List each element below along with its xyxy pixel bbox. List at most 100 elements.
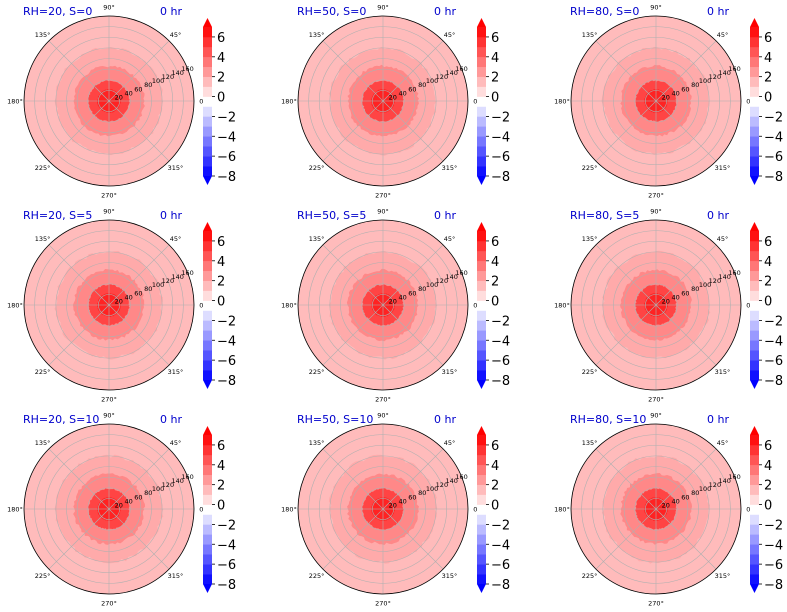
- polar-panel: RH=20, S=50 hr0°45°90°135°180°225°270°31…: [7, 208, 236, 404]
- angle-tick-label: 90°: [103, 4, 115, 12]
- colorbar-segment: [203, 524, 212, 535]
- colorbar-segment: [203, 290, 212, 301]
- polar-panel: RH=20, S=100 hr0°45°90°135°180°225°270°3…: [7, 412, 236, 608]
- colorbar-segment: [203, 156, 212, 167]
- colorbar-segment: [477, 300, 486, 311]
- colorbar-tick-label: 0: [217, 91, 225, 106]
- angle-tick-label: 225°: [582, 572, 598, 580]
- polar-frame: [570, 219, 742, 391]
- radial-tick-label: 20: [389, 93, 397, 101]
- angle-tick-label: 225°: [582, 164, 598, 172]
- angle-tick-label: 270°: [648, 192, 664, 200]
- panel-title: RH=20, S=0: [23, 5, 92, 18]
- colorbar-segment: [477, 260, 486, 272]
- angular-grid-line: [655, 508, 717, 570]
- colorbar-extend-min: [750, 176, 759, 185]
- colorbar-extend-max: [750, 222, 759, 231]
- colorbar-segment: [203, 494, 212, 505]
- colorbar-tick-label: 2: [217, 479, 225, 494]
- colorbar-segment: [203, 484, 212, 495]
- angle-tick-label: 45°: [170, 439, 182, 447]
- angular-grid-line: [322, 40, 384, 102]
- angle-tick-label: 90°: [650, 4, 662, 12]
- radial-tick-label: 40: [398, 293, 406, 301]
- angular-grid-line: [382, 304, 444, 366]
- colorbar-extend-min: [750, 584, 759, 593]
- colorbar-tick-label: −8: [217, 170, 236, 185]
- angle-tick-label: 270°: [648, 600, 664, 608]
- colorbar-segment: [750, 350, 759, 361]
- angular-grid-line: [382, 100, 444, 162]
- colorbar-extend-min: [477, 176, 486, 185]
- angular-grid-line: [595, 448, 657, 510]
- colorbar-segment: [477, 231, 486, 242]
- colorbar-segment: [750, 474, 759, 485]
- angular-grid-line: [108, 304, 170, 366]
- colorbar-segment: [203, 330, 212, 341]
- colorbar-tick-label: −6: [764, 150, 783, 165]
- angular-grid-line: [48, 304, 110, 366]
- colorbar-tick-label: 2: [764, 479, 772, 494]
- angle-tick-label: 270°: [101, 192, 117, 200]
- colorbar-segment: [477, 86, 486, 97]
- colorbar-segment: [203, 146, 212, 157]
- colorbar-segment: [750, 340, 759, 351]
- colorbar-tick-label: −4: [491, 130, 510, 145]
- panel-title: RH=20, S=5: [23, 209, 92, 222]
- colorbar-tick-label: −6: [764, 558, 783, 573]
- angle-tick-label: 135°: [35, 439, 51, 447]
- angle-tick-label: 315°: [715, 368, 731, 376]
- angular-grid-line: [382, 508, 444, 570]
- angle-tick-label: 135°: [582, 235, 598, 243]
- polar-frame: [297, 15, 469, 187]
- colorbar-segment: [750, 494, 759, 505]
- colorbar-tick-label: −2: [764, 110, 783, 125]
- polar-panel: RH=50, S=00 hr0°45°90°135°180°225°270°31…: [281, 4, 510, 200]
- colorbar-segment: [203, 46, 212, 58]
- radial-tick-label: 100: [699, 77, 711, 85]
- radial-tick-label: 20: [115, 501, 123, 509]
- colorbar-tick-label: 2: [491, 71, 499, 86]
- colorbar-segment: [477, 574, 486, 585]
- radial-tick-label: 40: [398, 497, 406, 505]
- angular-grid-line: [48, 508, 110, 570]
- colorbar-tick-label: −8: [217, 578, 236, 593]
- colorbar-extend-max: [203, 426, 212, 435]
- angular-grid-line: [382, 40, 444, 102]
- colorbar-segment: [750, 27, 759, 38]
- angle-tick-label: 45°: [170, 235, 182, 243]
- colorbar-segment: [477, 270, 486, 281]
- colorbar-segment: [750, 524, 759, 535]
- angle-tick-label: 225°: [35, 572, 51, 580]
- radial-tick-label: 140: [172, 477, 184, 485]
- angle-tick-label: 225°: [309, 164, 325, 172]
- colorbar-segment: [750, 444, 759, 456]
- colorbar-segment: [750, 166, 759, 177]
- radial-tick-label: 120: [709, 277, 721, 285]
- colorbar-segment: [750, 270, 759, 281]
- colorbar-tick-label: −6: [217, 354, 236, 369]
- radial-tick-label: 100: [426, 485, 438, 493]
- radial-tick-label: 60: [134, 493, 142, 501]
- angular-grid-line: [382, 244, 444, 306]
- radial-tick-label: 60: [134, 289, 142, 297]
- radial-tick-label: 140: [446, 273, 458, 281]
- colorbar-segment: [477, 116, 486, 127]
- angle-tick-label: 135°: [35, 31, 51, 39]
- radial-tick-label: 140: [719, 69, 731, 77]
- colorbar-segment: [750, 574, 759, 585]
- colorbar-segment: [477, 96, 486, 107]
- colorbar-segment: [477, 514, 486, 525]
- colorbar-segment: [477, 27, 486, 38]
- colorbar-segment: [203, 554, 212, 565]
- radial-tick-label: 80: [418, 81, 426, 89]
- colorbar-segment: [203, 464, 212, 476]
- angular-grid-line: [322, 304, 384, 366]
- colorbar-tick-label: 4: [764, 459, 772, 474]
- colorbar-tick-label: −6: [764, 354, 783, 369]
- colorbar-segment: [477, 250, 486, 262]
- radial-tick-label: 120: [162, 481, 174, 489]
- colorbar-tick-label: −4: [217, 538, 236, 553]
- angular-grid-line: [322, 448, 384, 510]
- radial-tick-label: 120: [709, 73, 721, 81]
